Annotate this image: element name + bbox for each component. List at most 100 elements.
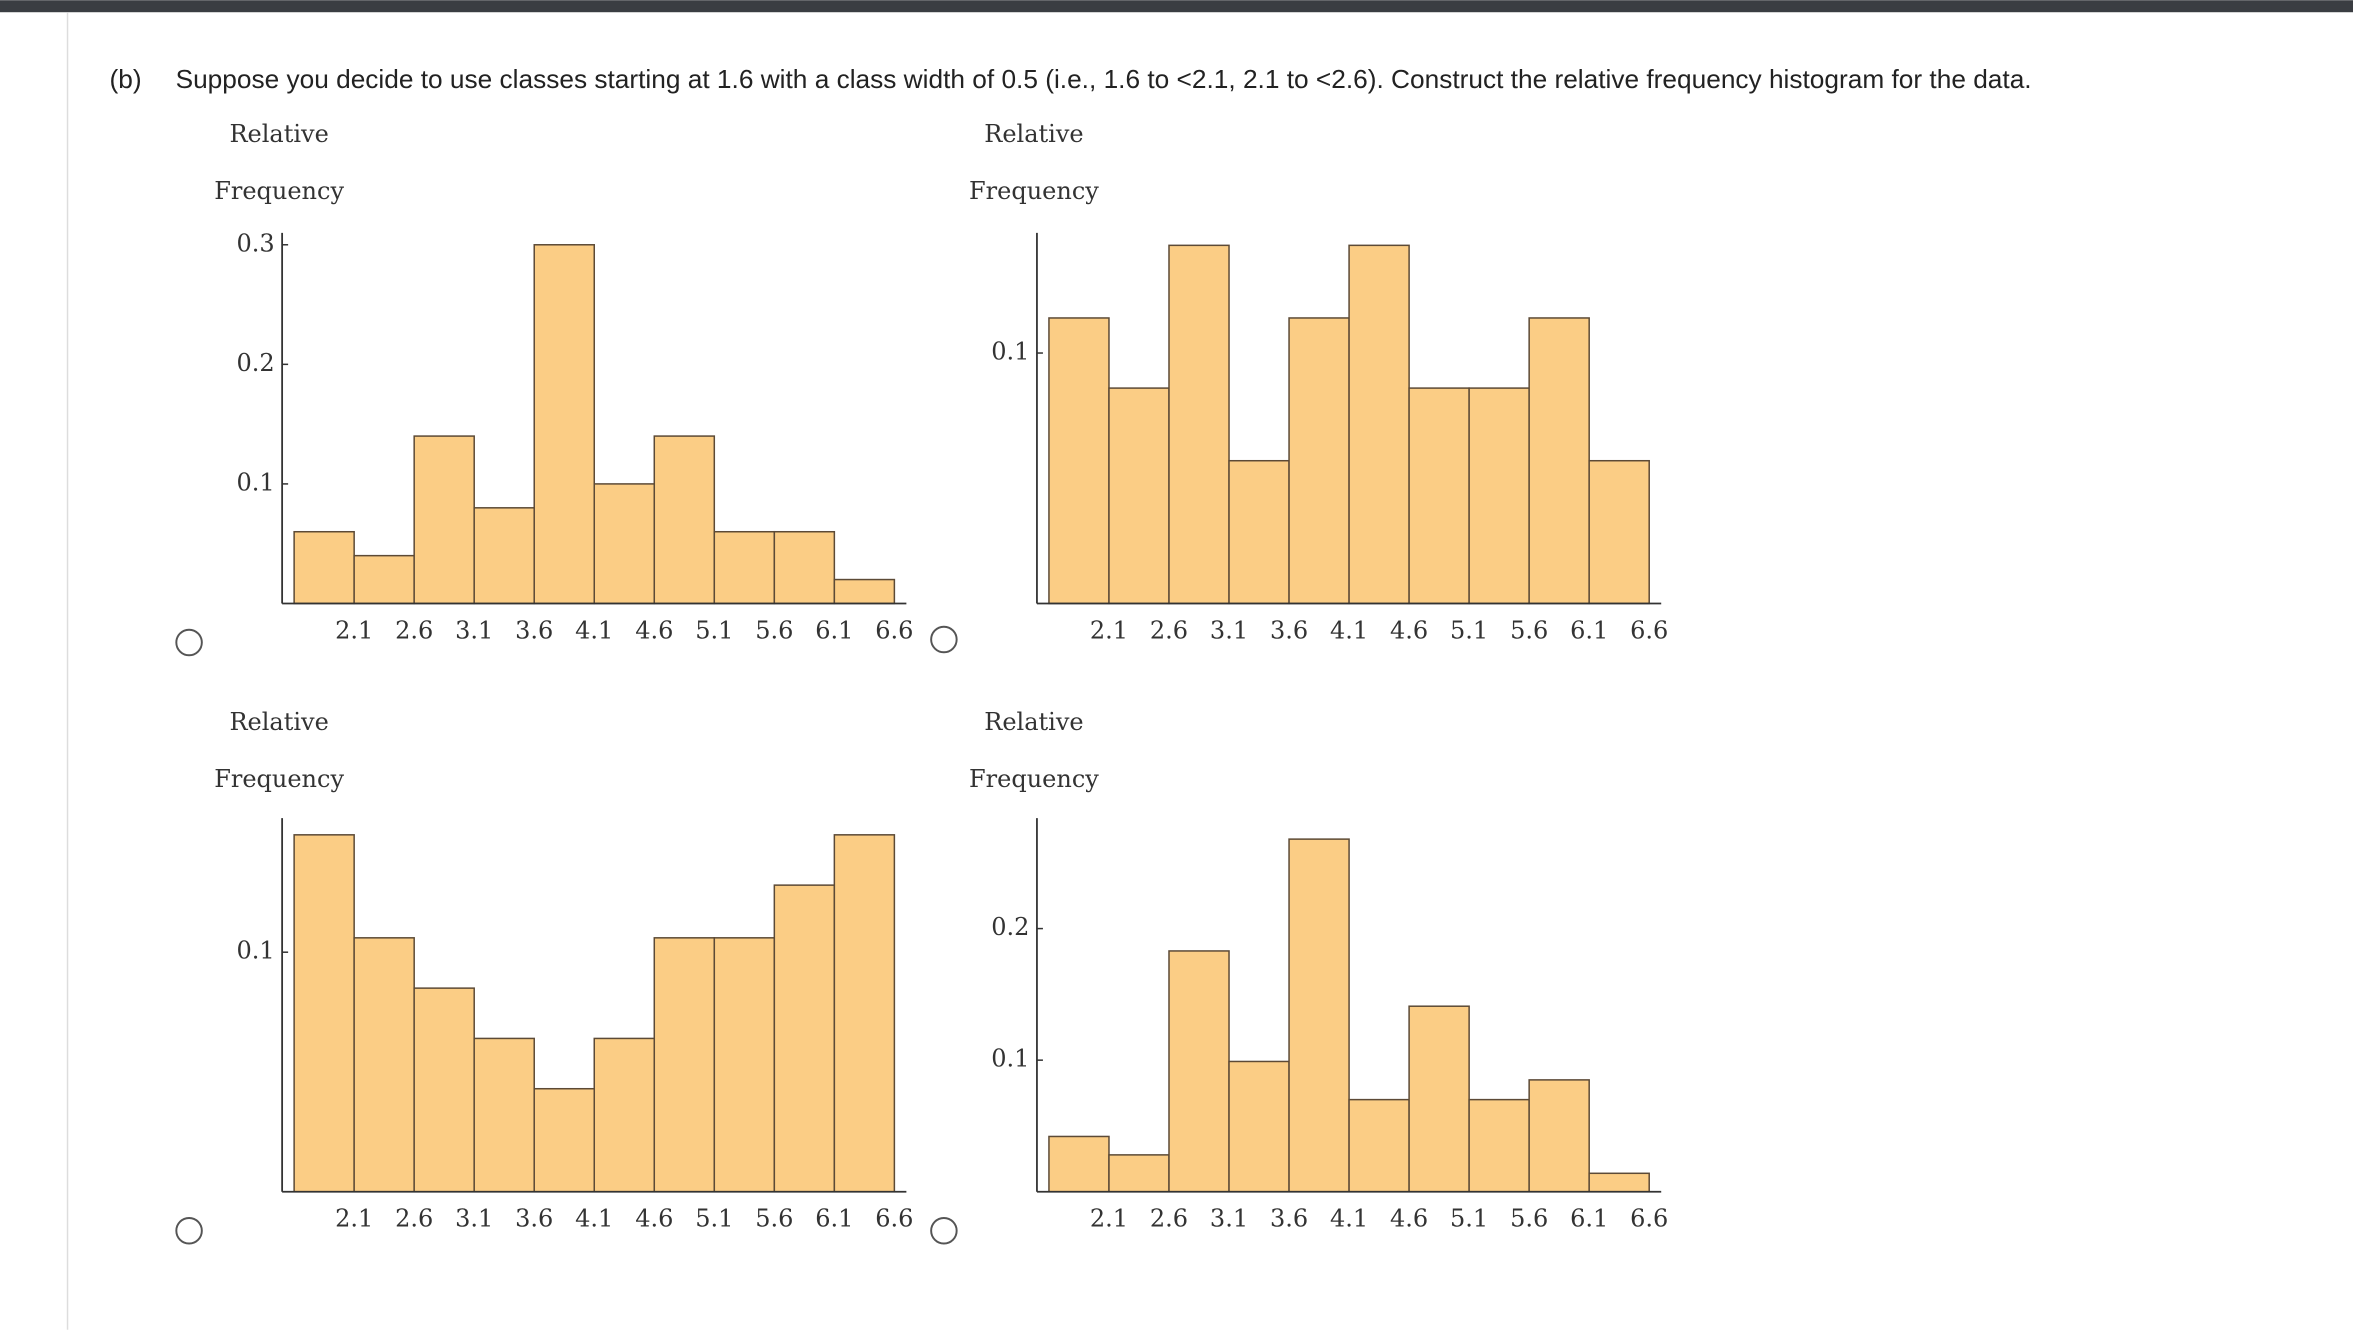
bar [593,483,656,605]
bar [1528,1079,1590,1193]
y-axis-label: Relative [229,708,328,736]
x-tick-label: 2.1 [335,616,373,644]
x-tick-label: 2.1 [1090,616,1128,644]
y-tick-label: 0.1 [236,937,274,965]
x-tick-label: 2.1 [335,1205,373,1233]
bar [1528,317,1590,605]
y-tick-label: 0.1 [991,338,1029,366]
y-axis-label: Relative [984,120,1083,148]
x-tick-label: 4.1 [575,1205,613,1233]
bar [473,1037,535,1193]
bar [773,530,836,605]
x-tick-label: 5.1 [695,616,733,644]
x-tick-label: 4.1 [575,616,613,644]
x-tick-label: 3.6 [515,1205,553,1233]
radio-option[interactable] [175,628,203,657]
y-axis-label: Frequency [214,177,344,205]
x-tick-label: 3.6 [515,616,553,644]
x-tick-label: 2.6 [395,1205,433,1233]
radio-option[interactable] [175,1217,203,1245]
bar [1168,244,1230,605]
x-tick-label: 5.1 [695,1205,733,1233]
x-tick-label: 3.6 [1270,1205,1308,1233]
bar [353,937,415,1193]
bar [1288,317,1350,605]
bar [1468,1098,1530,1193]
x-tick-label: 3.1 [1210,616,1248,644]
y-axis-label: Relative [984,708,1083,736]
radio-option[interactable] [930,625,958,654]
x-tick-label: 5.6 [755,1205,793,1233]
bar [1588,1172,1650,1193]
bar [1468,387,1530,605]
x-tick-label: 4.1 [1330,1205,1368,1233]
x-tick-label: 3.1 [455,1205,493,1233]
bar [1408,387,1470,605]
bar [1108,1154,1170,1193]
bar [653,435,716,605]
y-tick-label: 0.2 [236,349,274,377]
x-tick-label: 2.6 [395,616,433,644]
y-axis-label: Frequency [969,765,1099,793]
y-tick-label: 0.1 [991,1045,1029,1073]
radio-option[interactable] [930,1217,958,1245]
x-tick-label: 6.6 [1630,1205,1668,1233]
bar [833,578,896,605]
x-tick-label: 3.1 [1210,1205,1248,1233]
bar [533,244,596,605]
x-tick-label: 4.6 [635,1205,673,1233]
bar [653,937,716,1193]
y-axis-label: Frequency [214,765,344,793]
bar [1048,317,1110,605]
bar [473,507,535,605]
question-label: (b) [110,64,142,94]
question-text: Suppose you decide to use classes starti… [176,64,2032,94]
x-tick-label: 5.6 [1510,1205,1548,1233]
bar [1588,459,1650,605]
x-tick-label: 2.6 [1150,1205,1188,1233]
x-tick-label: 6.1 [1570,616,1608,644]
x-tick-label: 4.6 [1390,1205,1428,1233]
bar [353,554,415,605]
top-bar [0,0,2353,13]
x-tick-label: 4.6 [635,616,673,644]
x-tick-label: 6.6 [875,616,913,644]
bar [1348,1098,1410,1193]
x-tick-label: 2.6 [1150,616,1188,644]
y-tick-label: 0.1 [236,468,274,496]
bar [533,1087,596,1193]
bar [293,834,355,1193]
x-tick-label: 5.1 [1450,1205,1488,1233]
bar [293,530,355,605]
bar [1048,1135,1110,1193]
x-tick-label: 5.6 [1510,616,1548,644]
bar [413,987,475,1193]
x-tick-label: 6.1 [1570,1205,1608,1233]
x-tick-label: 2.1 [1090,1205,1128,1233]
bar [413,435,475,605]
bar [773,884,836,1193]
x-tick-label: 6.6 [875,1205,913,1233]
bar [833,834,896,1193]
bar [593,1037,656,1193]
bar [1228,459,1290,605]
bar [713,937,776,1193]
x-tick-label: 6.1 [815,1205,853,1233]
x-tick-label: 6.6 [1630,616,1668,644]
x-tick-label: 5.6 [755,616,793,644]
y-axis-label: Frequency [969,177,1099,205]
bar [1348,244,1410,605]
x-tick-label: 5.1 [1450,616,1488,644]
bar [1288,838,1350,1193]
x-tick-label: 4.6 [1390,616,1428,644]
y-tick-label: 0.2 [991,913,1029,941]
bar [1408,1005,1470,1193]
bar [1228,1060,1290,1193]
x-tick-label: 6.1 [815,616,853,644]
y-tick-label: 0.3 [236,229,274,257]
x-tick-label: 4.1 [1330,616,1368,644]
x-tick-label: 3.1 [455,616,493,644]
bar [1108,387,1170,605]
bar [1168,950,1230,1193]
